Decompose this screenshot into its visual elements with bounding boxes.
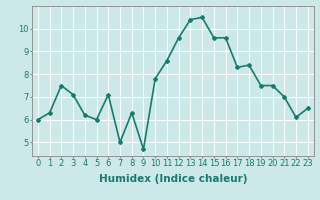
X-axis label: Humidex (Indice chaleur): Humidex (Indice chaleur) bbox=[99, 174, 247, 184]
